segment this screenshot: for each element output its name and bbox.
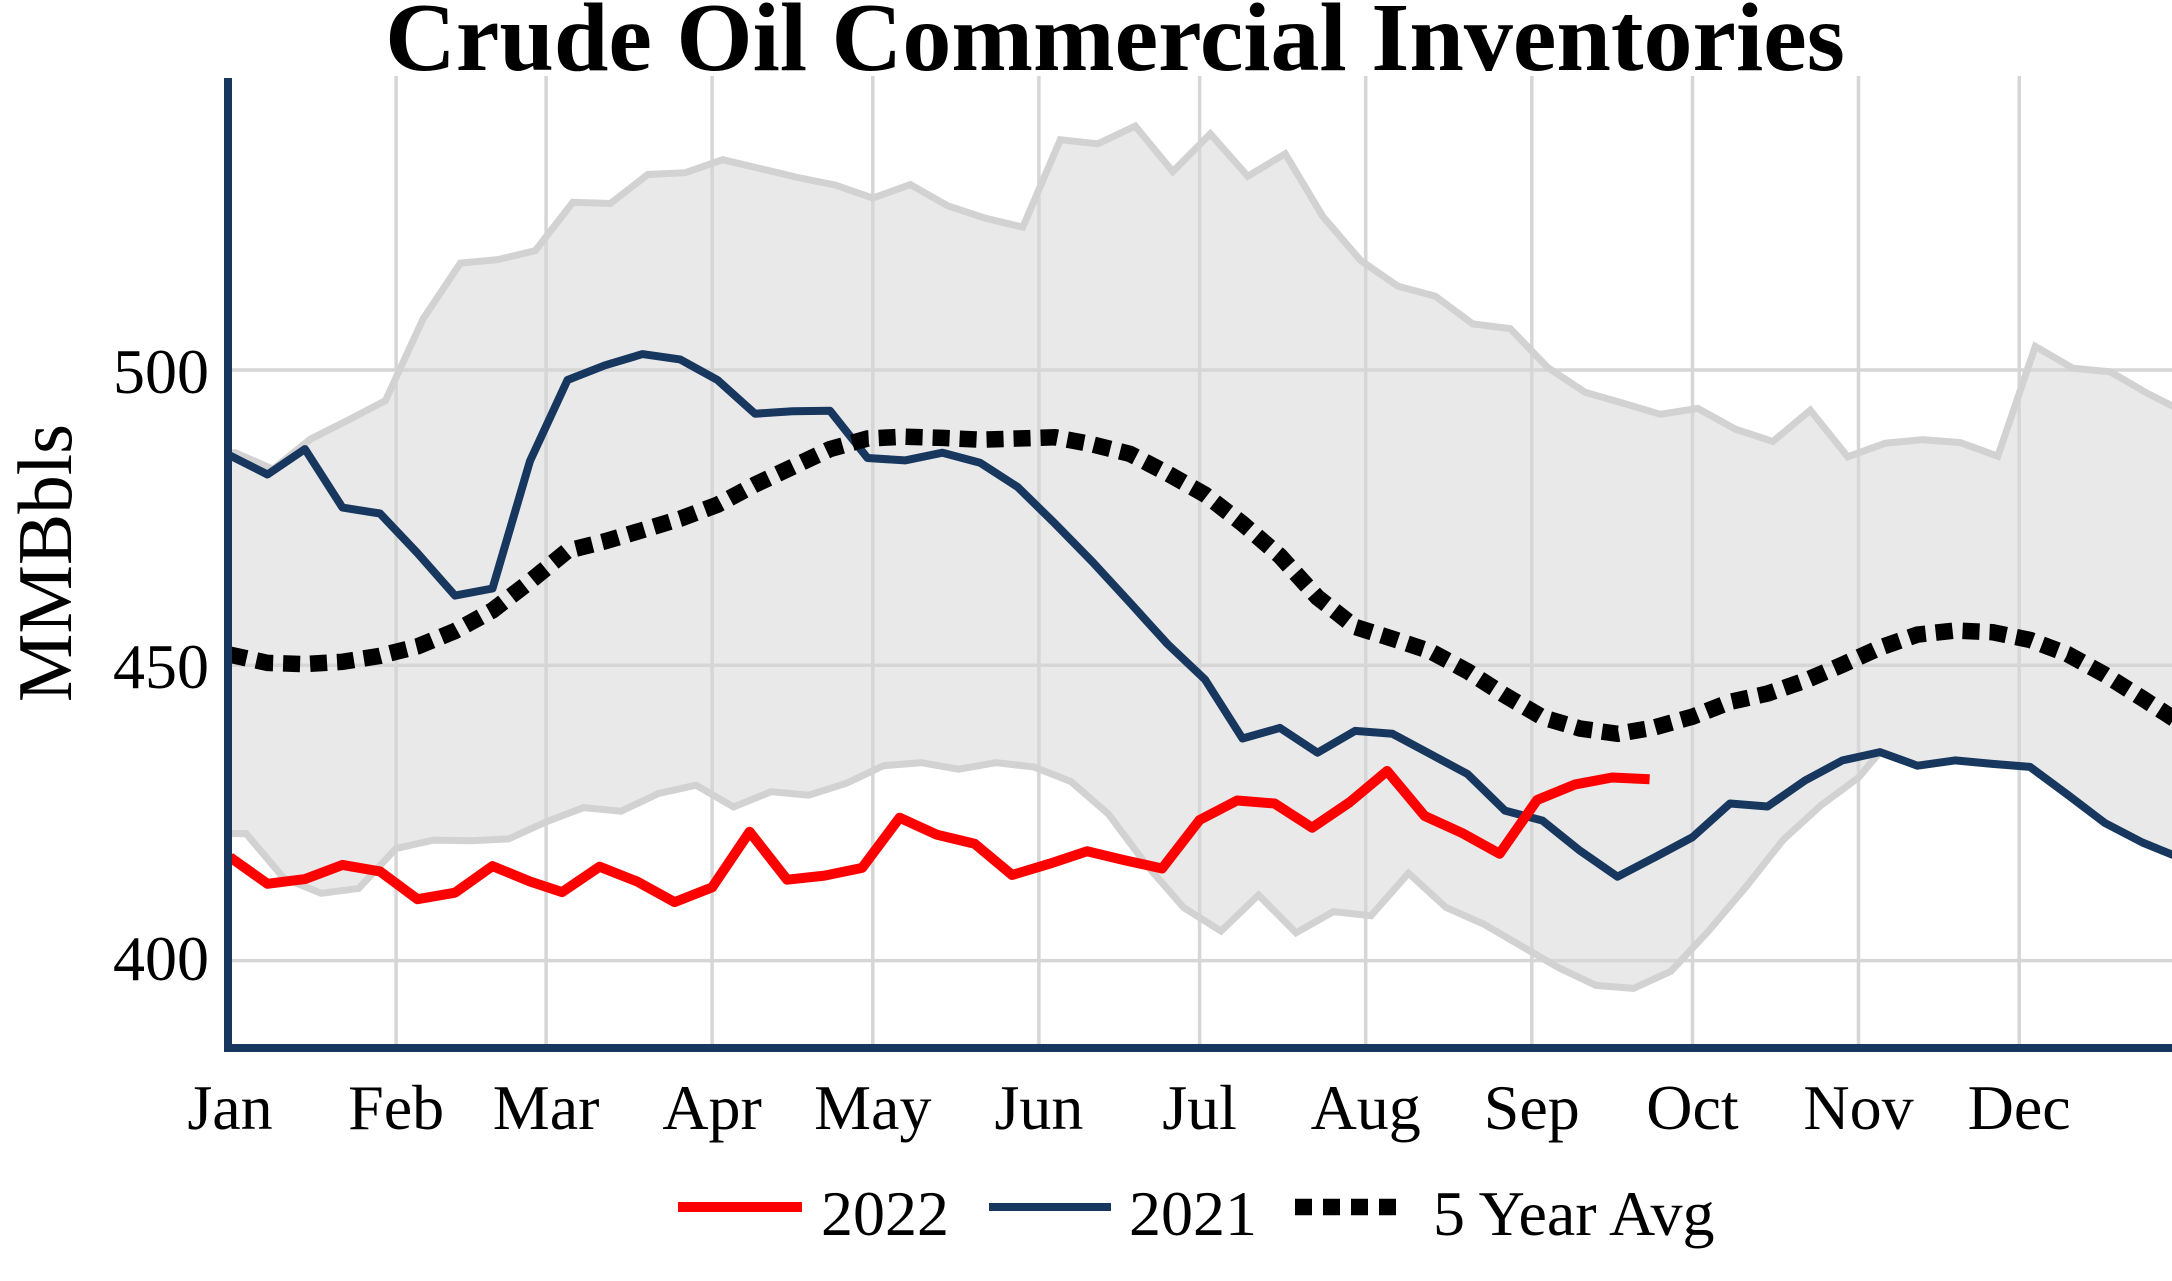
svg-text:Jan: Jan bbox=[187, 1072, 272, 1143]
svg-text:500: 500 bbox=[113, 336, 209, 407]
svg-text:Jun: Jun bbox=[994, 1072, 1083, 1143]
svg-text:Nov: Nov bbox=[1803, 1072, 1913, 1143]
svg-text:400: 400 bbox=[113, 923, 209, 994]
svg-text:Crude Oil Commercial Inventori: Crude Oil Commercial Inventories bbox=[385, 0, 1845, 92]
svg-text:2022: 2022 bbox=[821, 1178, 949, 1249]
svg-text:Oct: Oct bbox=[1646, 1072, 1739, 1143]
svg-text:450: 450 bbox=[113, 631, 209, 702]
svg-text:MMBbls: MMBbls bbox=[2, 424, 88, 702]
svg-text:Mar: Mar bbox=[493, 1072, 600, 1143]
svg-text:Feb: Feb bbox=[348, 1072, 444, 1143]
svg-text:5 Year Avg: 5 Year Avg bbox=[1433, 1178, 1715, 1249]
svg-text:Apr: Apr bbox=[662, 1072, 762, 1143]
svg-text:May: May bbox=[814, 1072, 931, 1143]
svg-text:2021: 2021 bbox=[1129, 1178, 1257, 1249]
svg-text:Sep: Sep bbox=[1484, 1072, 1580, 1143]
svg-text:Dec: Dec bbox=[1968, 1072, 2071, 1143]
svg-text:Jul: Jul bbox=[1162, 1072, 1237, 1143]
svg-text:Aug: Aug bbox=[1311, 1072, 1421, 1143]
